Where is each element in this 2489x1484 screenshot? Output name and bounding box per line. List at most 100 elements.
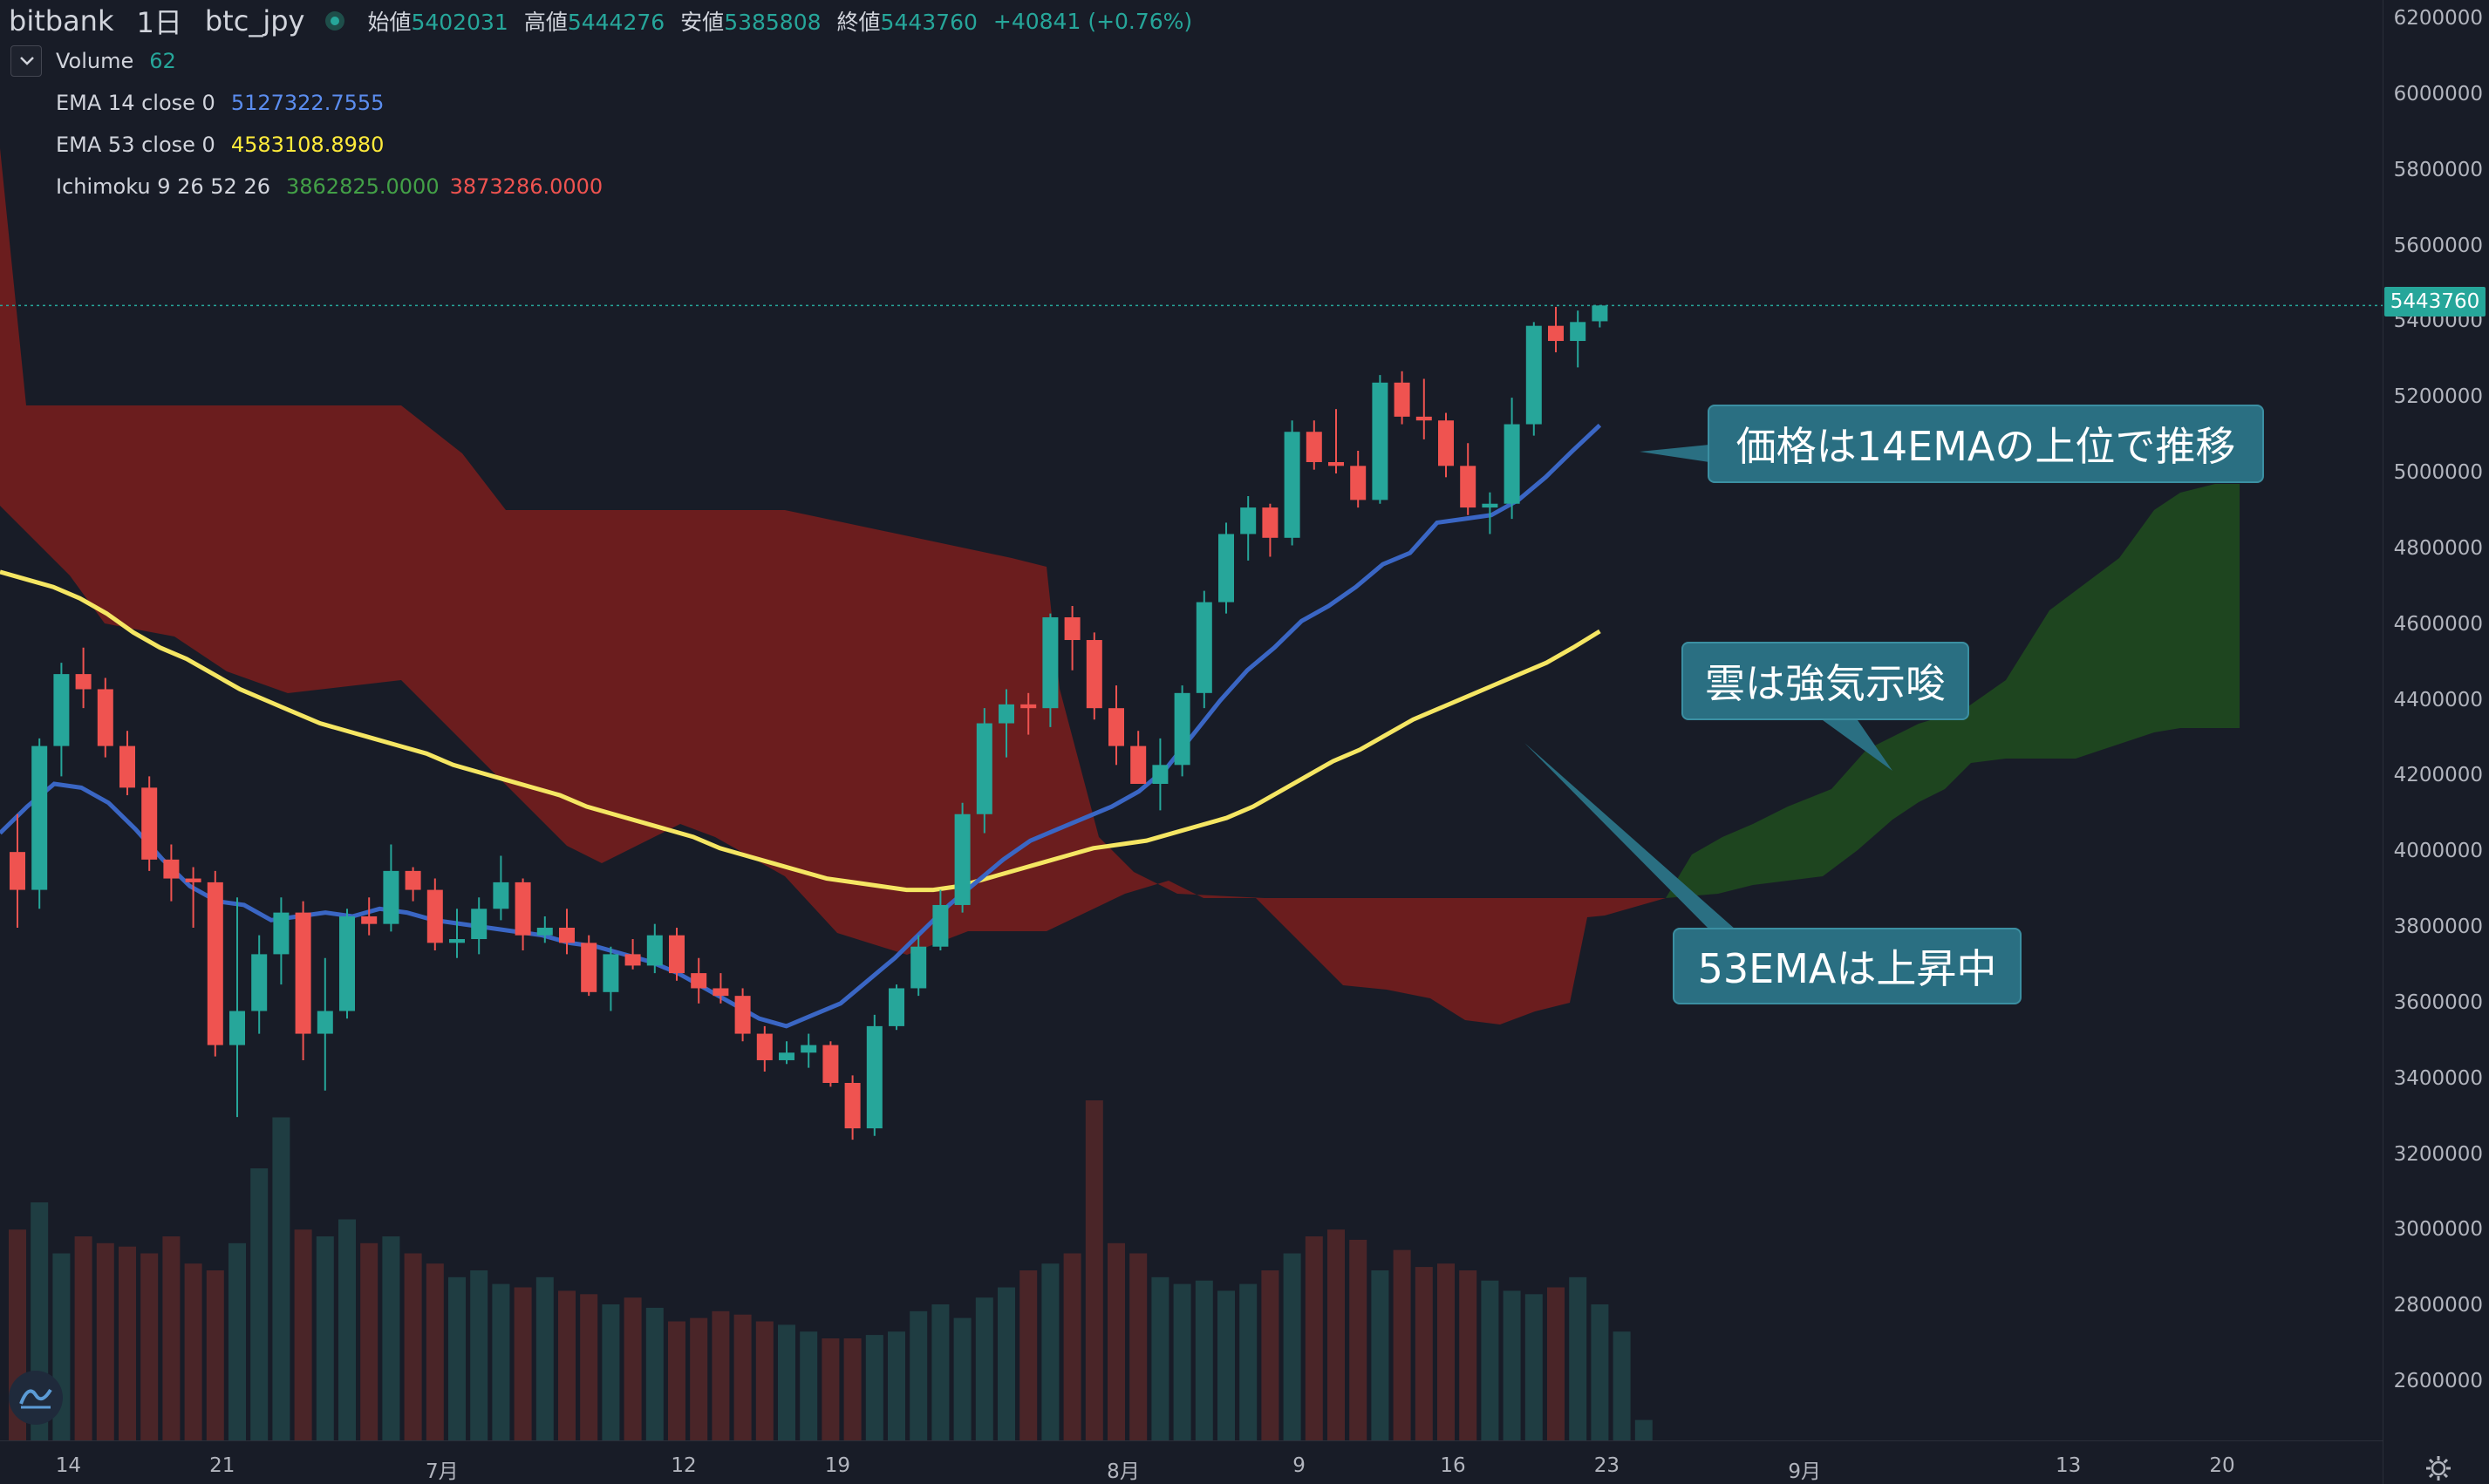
candle-body [624,954,641,966]
price-axis-label: 3600000 [2393,990,2483,1014]
volume-bar [998,1287,1015,1440]
candle-body [1042,616,1059,709]
price-axis-label: 3000000 [2393,1218,2483,1242]
price-axis-label: 5000000 [2393,461,2483,484]
exchange-name[interactable]: bitbank [9,4,114,37]
candle-body [515,882,531,936]
price-axis-label: 4600000 [2393,612,2483,636]
time-axis-label: 23 [1593,1454,1620,1477]
indicator-label: Volume [56,49,134,73]
candle-body [493,882,509,909]
candle-body [1394,382,1410,417]
callout-ema14[interactable]: 価格は14EMAの上位で推移 [1708,405,2264,483]
candle-body [1415,416,1432,421]
volume-bar [140,1253,159,1440]
volume-bar [712,1310,730,1440]
candle-body [185,878,201,882]
volume-bar [668,1321,685,1440]
candle-body [383,870,399,924]
candle-body [75,674,92,690]
candle-body [734,996,751,1034]
candle-body [999,704,1014,724]
volume-bar [1591,1304,1609,1440]
time-axis-label: 7月 [425,1460,459,1483]
volume-bar [1503,1290,1521,1440]
candle-body [669,935,685,974]
symbol-header: bitbank 1日 btc_jpy 始値5402031 高値5444276 安… [9,3,1192,39]
candle-body [976,723,992,814]
candle-body [426,889,443,943]
price-axis-label: 5200000 [2393,385,2483,409]
candle-body [163,859,180,879]
candle-body [1130,745,1147,785]
candle-body [559,928,575,943]
price-axis-label: 6000000 [2393,82,2483,106]
candle-body [910,946,927,989]
collapse-indicators-button[interactable] [10,45,42,77]
market-status-icon [325,11,345,31]
symbol-name[interactable]: btc_jpy [204,4,305,37]
indicator-value-2: 3873286.0000 [449,174,603,199]
volume-bar [338,1219,356,1440]
volume-bar [800,1331,818,1440]
price-axis-label: 3800000 [2393,916,2483,938]
volume-bar [733,1314,752,1440]
settings-gear-icon[interactable] [2423,1453,2454,1484]
candle-body [779,1052,794,1060]
candle-body [361,916,378,924]
candle-body [1350,466,1367,500]
volume-bar [1415,1267,1433,1440]
volume-bar [360,1242,378,1440]
volume-bar [382,1236,400,1440]
candle-body [1525,325,1542,425]
candle-body [756,1033,773,1060]
tradingview-logo[interactable] [9,1371,63,1425]
indicator-ichimoku[interactable]: Ichimoku 9 26 52 26 3862825.0000 3873286.0… [56,174,603,199]
last-price-tag: 5443760 [2384,287,2486,317]
volume-bar [206,1270,224,1440]
volume-bar [1108,1242,1125,1440]
candle-body [273,912,290,955]
candle-body [1306,432,1322,462]
volume-bar [1634,1419,1653,1440]
chevron-down-icon [20,57,34,65]
candle-body [536,928,553,936]
time-axis-label: 16 [1440,1454,1466,1477]
volume-bar [953,1317,972,1440]
volume-bar [316,1236,334,1440]
open-value: 始値5402031 [367,10,508,35]
price-axis[interactable]: 6200000 6000000 5800000 5600000 5400000 52000… [2383,0,2489,1484]
volume-bar [1041,1263,1060,1440]
indicator-value: 5127322.7555 [230,91,385,115]
volume-bar [162,1236,181,1440]
callout-ema14-pointer [1640,445,1709,462]
volume-bar [1261,1270,1279,1440]
time-axis-label: 9月 [1788,1460,1822,1483]
candle-body [801,1045,817,1053]
candle-body [295,912,311,1034]
indicator-ema14[interactable]: EMA 14 close 0 5127322.7555 [56,91,384,115]
candle-body [317,1011,333,1034]
time-axis[interactable] [0,1440,2383,1484]
candle-body [1328,461,1344,466]
interval-label[interactable]: 1日 [136,6,182,39]
volume-bar [514,1287,532,1440]
indicator-label: Ichimoku 9 26 52 26 [56,174,270,199]
candle-body [691,973,707,989]
callout-ema53[interactable]: 53EMAは上昇中 [1673,928,2022,1004]
candle-body [251,954,268,1011]
indicator-volume[interactable]: Volume 62 [56,49,176,73]
volume-bar [1393,1249,1411,1440]
volume-bar [755,1321,774,1440]
volume-bar [1239,1283,1258,1440]
indicator-ema53[interactable]: EMA 53 close 0 4583108.8980 [56,133,384,157]
volume-bar [975,1297,993,1440]
time-axis-label: 8月 [1107,1460,1140,1483]
volume-bar [843,1338,862,1440]
price-axis-label: 2600000 [2393,1370,2483,1392]
volume-bar [404,1253,422,1440]
callout-cloud[interactable]: 雲は強気示唆 [1681,642,1969,720]
volume-bar [1305,1236,1323,1440]
